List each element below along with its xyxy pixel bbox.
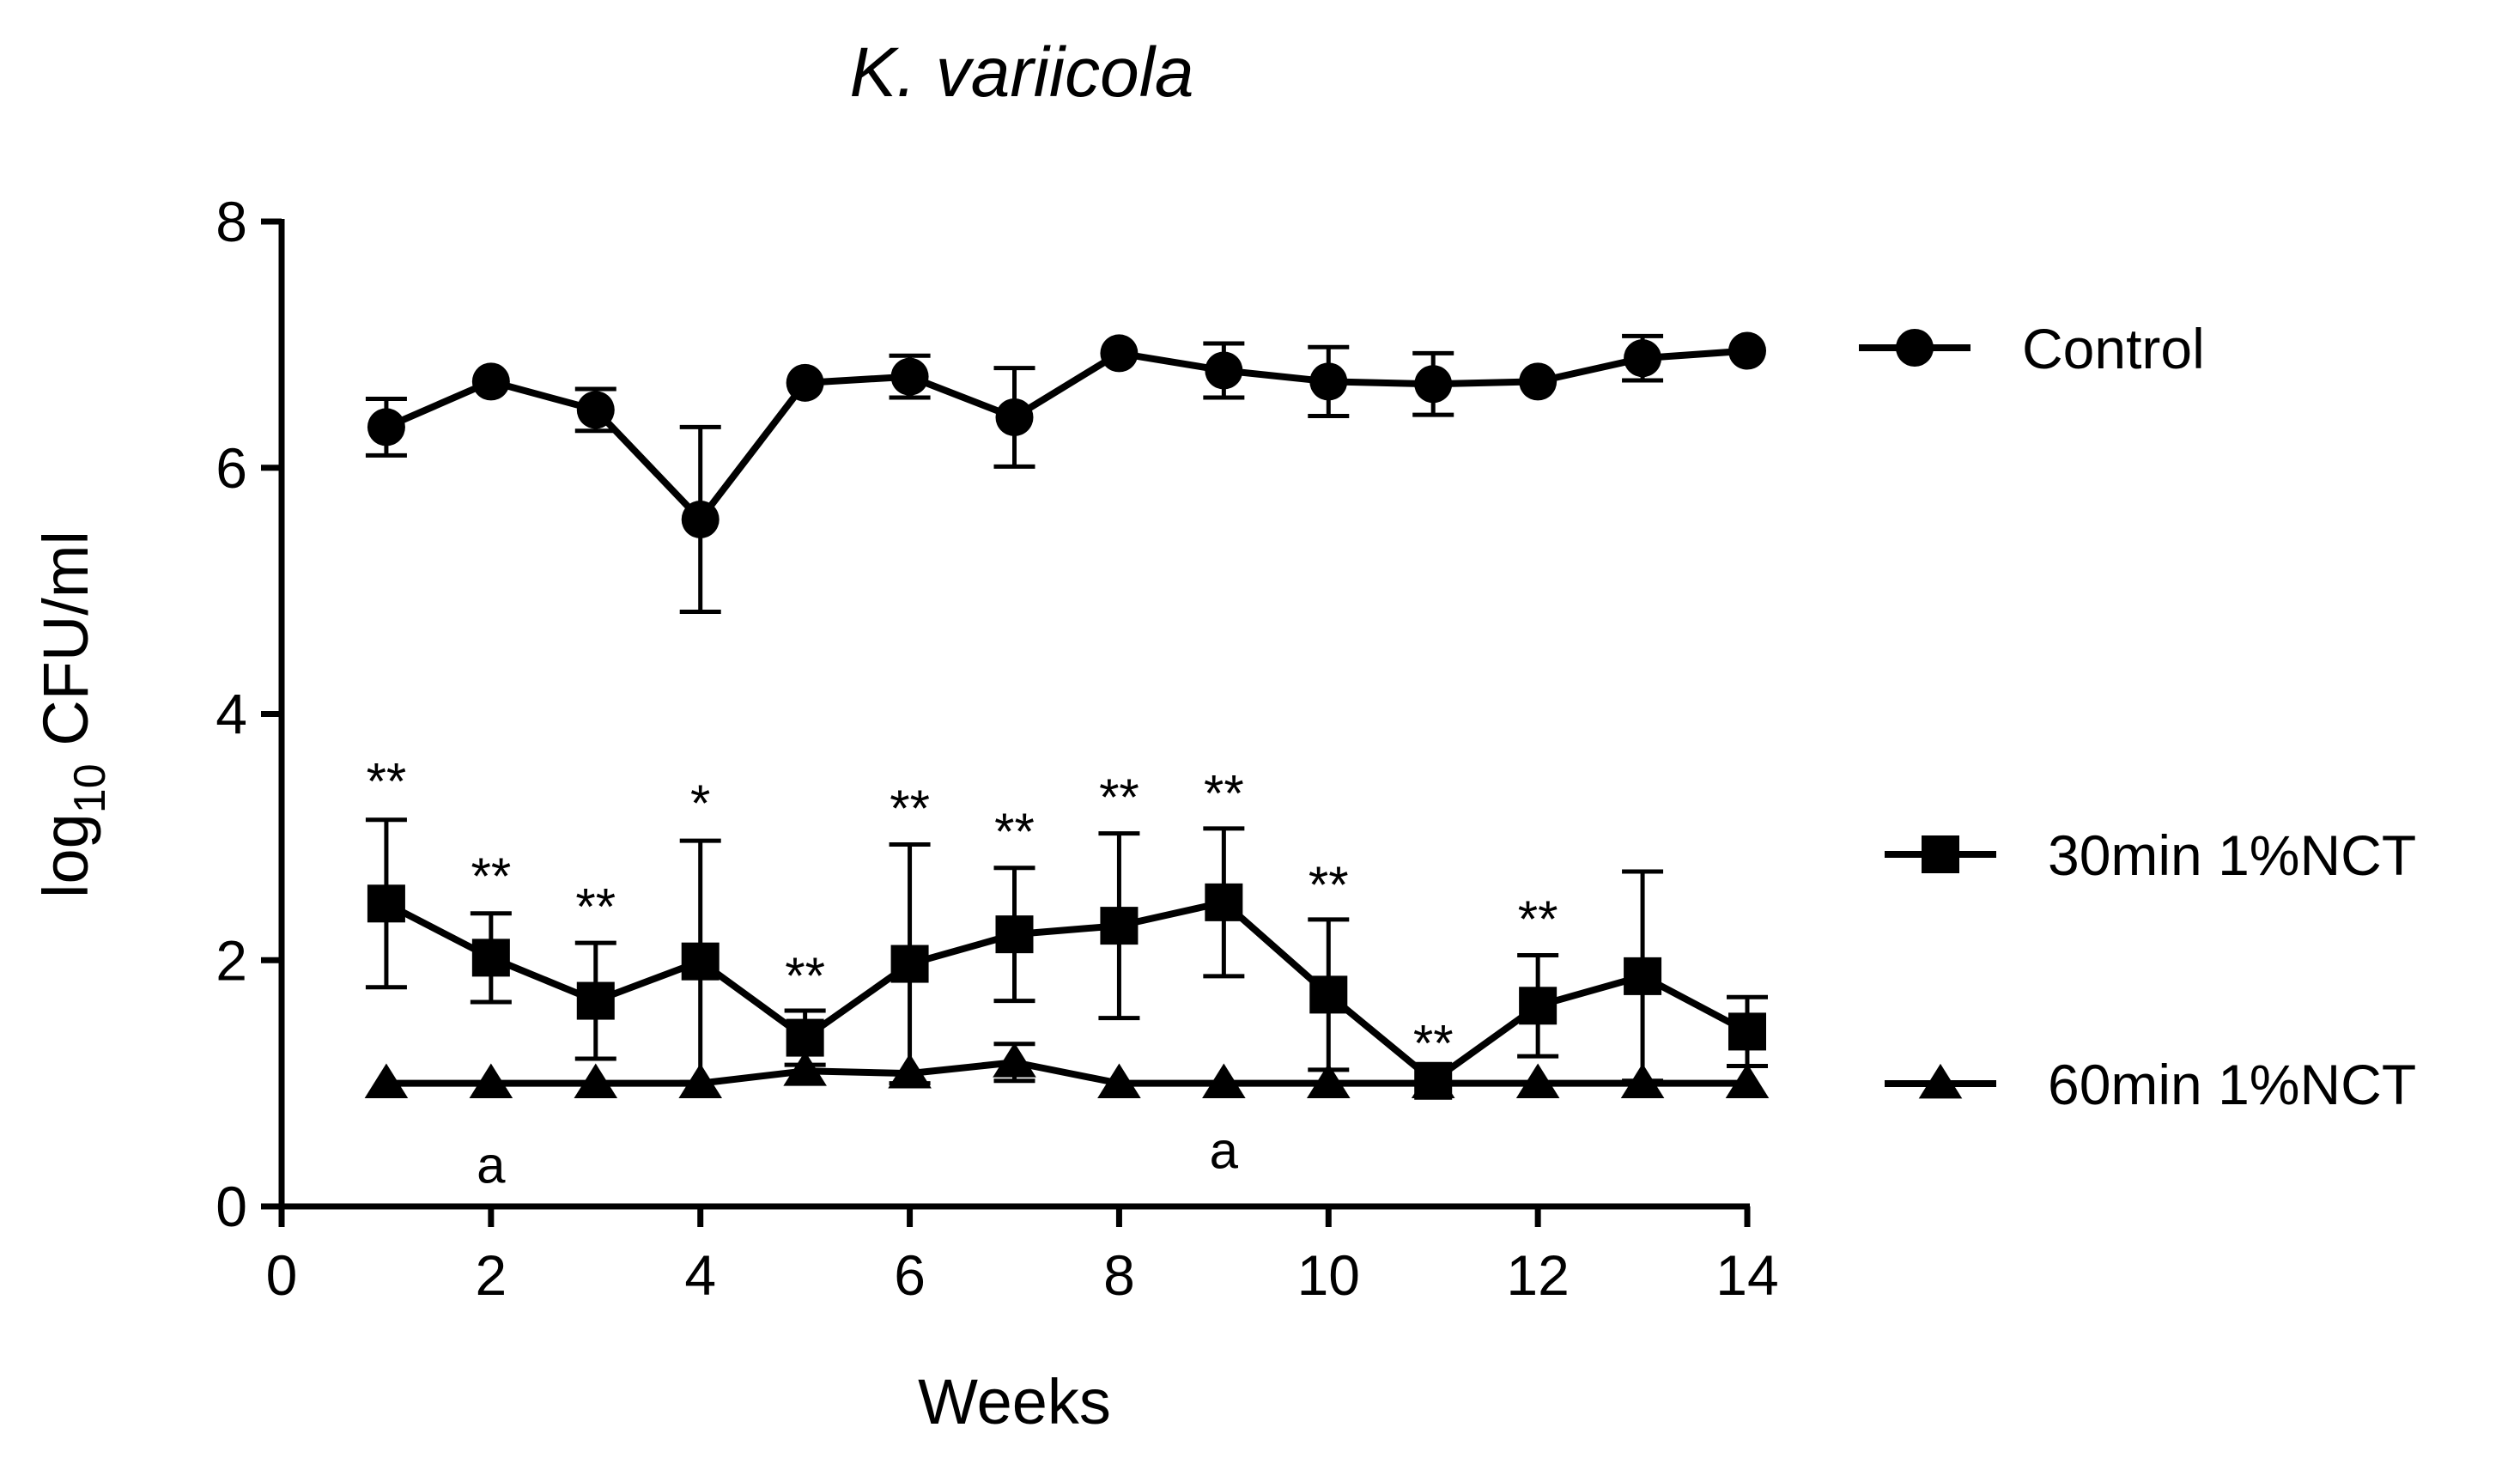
data-point-circle: [367, 408, 405, 446]
data-point-circle: [890, 357, 929, 396]
legend-label: 30min 1%NCT: [2048, 823, 2416, 887]
data-point-circle: [1100, 334, 1139, 373]
data-point-circle: [576, 391, 615, 429]
legend-label: Control: [2022, 317, 2205, 380]
y-tick-label: 8: [216, 190, 247, 253]
significance-marker: **: [367, 752, 407, 810]
significance-marker: **: [890, 780, 930, 837]
data-point-square: [576, 981, 615, 1020]
data-point-circle: [1519, 362, 1558, 401]
significance-marker: *: [690, 775, 710, 832]
data-point-triangle: [574, 1063, 618, 1098]
series-line-2: [386, 1059, 1747, 1087]
significance-annotations: *********** **** ********a a: [367, 752, 1558, 1194]
x-tick-label: 4: [684, 1243, 716, 1307]
data-point-triangle: [783, 1051, 827, 1086]
legend-marker-triangle: [1918, 1063, 1963, 1099]
data-point-square: [1309, 975, 1348, 1014]
series-markers: [364, 331, 1770, 1100]
y-axis-label-prefix: log: [30, 813, 101, 898]
significance-marker: **: [1099, 768, 1139, 826]
significance-marker: a: [477, 1137, 506, 1194]
data-point-square: [1519, 987, 1558, 1025]
chart-title: K. variicola: [849, 33, 1193, 112]
x-tick-label: 2: [475, 1243, 507, 1307]
y-tick-label: 2: [216, 928, 247, 992]
data-point-square: [995, 915, 1034, 954]
x-axis-label: Weeks: [918, 1366, 1111, 1437]
data-point-triangle: [993, 1042, 1036, 1078]
x-tick-label: 12: [1506, 1243, 1569, 1307]
significance-marker: **: [785, 947, 825, 1005]
data-point-square: [1728, 1012, 1766, 1051]
data-point-square: [681, 942, 720, 981]
data-point-circle: [1624, 339, 1662, 378]
data-point-circle: [1309, 362, 1348, 401]
significance-marker: **: [471, 847, 512, 905]
data-point-triangle: [469, 1063, 513, 1098]
data-point-triangle: [364, 1063, 409, 1098]
significance-marker: **: [994, 803, 1035, 860]
error-bars: [365, 333, 1768, 1086]
data-point-square: [1624, 957, 1662, 995]
data-point-circle: [1205, 351, 1243, 390]
y-axis-label: log10 CFU/ml: [30, 531, 115, 898]
y-tick-label: 6: [216, 436, 247, 500]
data-point-circle: [471, 362, 510, 401]
legend-marker-square: [1922, 835, 1959, 873]
significance-marker: **: [575, 878, 616, 936]
y-axis-label-suffix: CFU/ml: [30, 531, 101, 763]
y-axis-label-subscript: 10: [65, 763, 115, 813]
data-point-square: [367, 884, 405, 923]
significance-marker: a: [1210, 1121, 1239, 1179]
data-point-triangle: [888, 1054, 932, 1089]
data-point-triangle: [1097, 1063, 1141, 1098]
legend: Control 30min 1%NCT 60min 1%NCT: [1859, 317, 2416, 1116]
data-point-triangle: [1620, 1063, 1665, 1098]
data-point-triangle: [1202, 1063, 1246, 1098]
y-tick-label: 0: [216, 1175, 247, 1238]
data-point-square: [786, 1018, 824, 1057]
legend-label: 60min 1%NCT: [2048, 1053, 2416, 1116]
x-tick-label: 6: [894, 1243, 926, 1307]
data-point-square: [471, 939, 510, 977]
x-tick-label: 8: [1103, 1243, 1135, 1307]
significance-marker: **: [1518, 890, 1558, 948]
significance-marker: **: [1309, 856, 1349, 914]
data-point-triangle: [1306, 1063, 1351, 1098]
x-tick-label: 14: [1715, 1243, 1778, 1307]
significance-marker: **: [1413, 1015, 1454, 1072]
data-point-triangle: [1515, 1063, 1560, 1098]
data-point-triangle: [1725, 1063, 1770, 1098]
x-tick-label: 10: [1297, 1243, 1360, 1307]
data-point-circle: [786, 363, 824, 402]
data-point-circle: [1414, 365, 1453, 404]
y-tick-label: 4: [216, 683, 247, 746]
data-point-square: [890, 945, 929, 983]
data-point-circle: [681, 500, 720, 538]
legend-marker-circle: [1896, 329, 1934, 367]
data-point-triangle: [678, 1063, 723, 1098]
series-lines: [385, 347, 1749, 1087]
data-point-triangle: [1411, 1063, 1455, 1098]
data-point-square: [1100, 907, 1139, 945]
data-point-circle: [995, 398, 1034, 436]
significance-marker: **: [1204, 765, 1244, 823]
data-point-square: [1205, 883, 1243, 921]
x-tick-label: 0: [266, 1243, 298, 1307]
data-point-circle: [1728, 331, 1766, 370]
